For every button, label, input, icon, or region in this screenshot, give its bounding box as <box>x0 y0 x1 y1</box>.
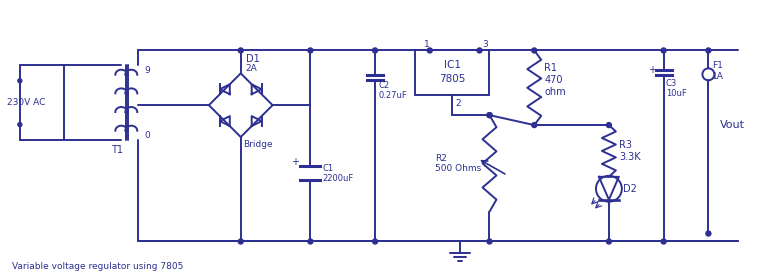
Text: 230V AC: 230V AC <box>7 98 45 107</box>
Circle shape <box>661 239 666 244</box>
Circle shape <box>238 239 243 244</box>
Text: Variable voltage regulator using 7805: Variable voltage regulator using 7805 <box>12 262 183 271</box>
Text: 0: 0 <box>144 130 150 139</box>
Text: 2A: 2A <box>246 64 257 73</box>
Circle shape <box>238 48 243 53</box>
Text: C2
0.27uF: C2 0.27uF <box>378 81 407 100</box>
Text: R3
3.3K: R3 3.3K <box>619 140 640 162</box>
Circle shape <box>308 48 313 53</box>
Circle shape <box>477 48 482 53</box>
Text: R2
500 Ohms: R2 500 Ohms <box>435 154 481 173</box>
Circle shape <box>532 48 537 53</box>
Text: IC1: IC1 <box>443 60 460 70</box>
Circle shape <box>18 79 22 83</box>
Text: 470: 470 <box>544 75 563 85</box>
Text: D2: D2 <box>623 184 637 194</box>
Circle shape <box>706 231 711 236</box>
Circle shape <box>18 123 22 127</box>
Text: F1: F1 <box>712 61 723 70</box>
Text: D1: D1 <box>246 54 260 64</box>
Circle shape <box>606 239 611 244</box>
Circle shape <box>487 113 492 118</box>
Circle shape <box>427 48 432 53</box>
Text: C1
2200uF: C1 2200uF <box>322 164 353 183</box>
Circle shape <box>373 48 377 53</box>
Circle shape <box>487 113 492 118</box>
Text: +: + <box>648 65 656 75</box>
Circle shape <box>606 123 611 128</box>
Text: T1: T1 <box>112 145 123 155</box>
Text: ohm: ohm <box>544 87 566 97</box>
Circle shape <box>308 239 313 244</box>
Text: +: + <box>291 157 299 167</box>
Text: R1: R1 <box>544 63 557 73</box>
Circle shape <box>487 239 492 244</box>
Text: 2: 2 <box>455 99 461 108</box>
Text: 7805: 7805 <box>439 74 465 84</box>
Text: Bridge: Bridge <box>243 141 272 150</box>
Bar <box>415 50 490 95</box>
Circle shape <box>706 48 711 53</box>
Text: C3
10uF: C3 10uF <box>666 79 687 98</box>
Text: 3: 3 <box>483 40 488 49</box>
Text: 1: 1 <box>424 40 429 49</box>
Text: 1A: 1A <box>712 72 725 81</box>
Circle shape <box>661 48 666 53</box>
Circle shape <box>532 123 537 128</box>
Text: 9: 9 <box>144 66 150 75</box>
Bar <box>20 65 64 140</box>
Circle shape <box>373 239 377 244</box>
Text: Vout: Vout <box>720 120 746 130</box>
